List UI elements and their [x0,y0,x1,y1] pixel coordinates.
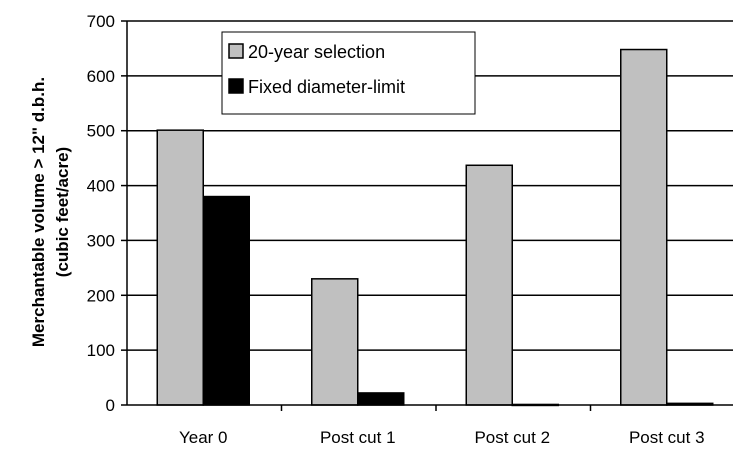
y-tick-label: 400 [87,177,115,196]
legend-swatch [228,43,244,59]
bar-fixed-diameter-limit [202,195,250,406]
axes [121,20,733,411]
legend-label: Fixed diameter-limit [248,77,405,97]
legend-box [221,31,476,115]
y-tick-label: 700 [87,12,115,31]
legend: 20-year selection Fixed diameter-limit [221,31,476,115]
y-tick-label: 600 [87,67,115,86]
y-axis-label-line2: (cubic feet/acre) [53,147,72,277]
x-tick-label: Year 0 [179,428,228,447]
x-tick-labels: Year 0 Post cut 1 Post cut 2 Post cut 3 [179,428,705,447]
bar-twenty-year-selection [620,48,668,406]
y-tick-label: 100 [87,341,115,360]
bar-twenty-year-selection [156,129,204,406]
y-tick-label: 0 [106,396,115,415]
bar-twenty-year-selection [311,278,359,406]
x-tick-label: Post cut 1 [320,428,396,447]
bar-fixed-diameter-limit [357,392,405,406]
y-tick-label: 300 [87,231,115,250]
y-axis-label: Merchantable volume > 12" d.b.h. (cubic … [29,77,72,347]
y-axis-label-line1: Merchantable volume > 12" d.b.h. [29,77,48,347]
y-tick-label: 500 [87,122,115,141]
bar-twenty-year-selection [465,164,513,406]
x-tick-label: Post cut 2 [474,428,550,447]
y-tick-labels: 0 100 200 300 400 500 600 700 [87,12,115,415]
legend-label: 20-year selection [248,42,385,62]
y-tick-label: 200 [87,286,115,305]
legend-swatch [228,78,244,94]
x-tick-label: Post cut 3 [629,428,705,447]
